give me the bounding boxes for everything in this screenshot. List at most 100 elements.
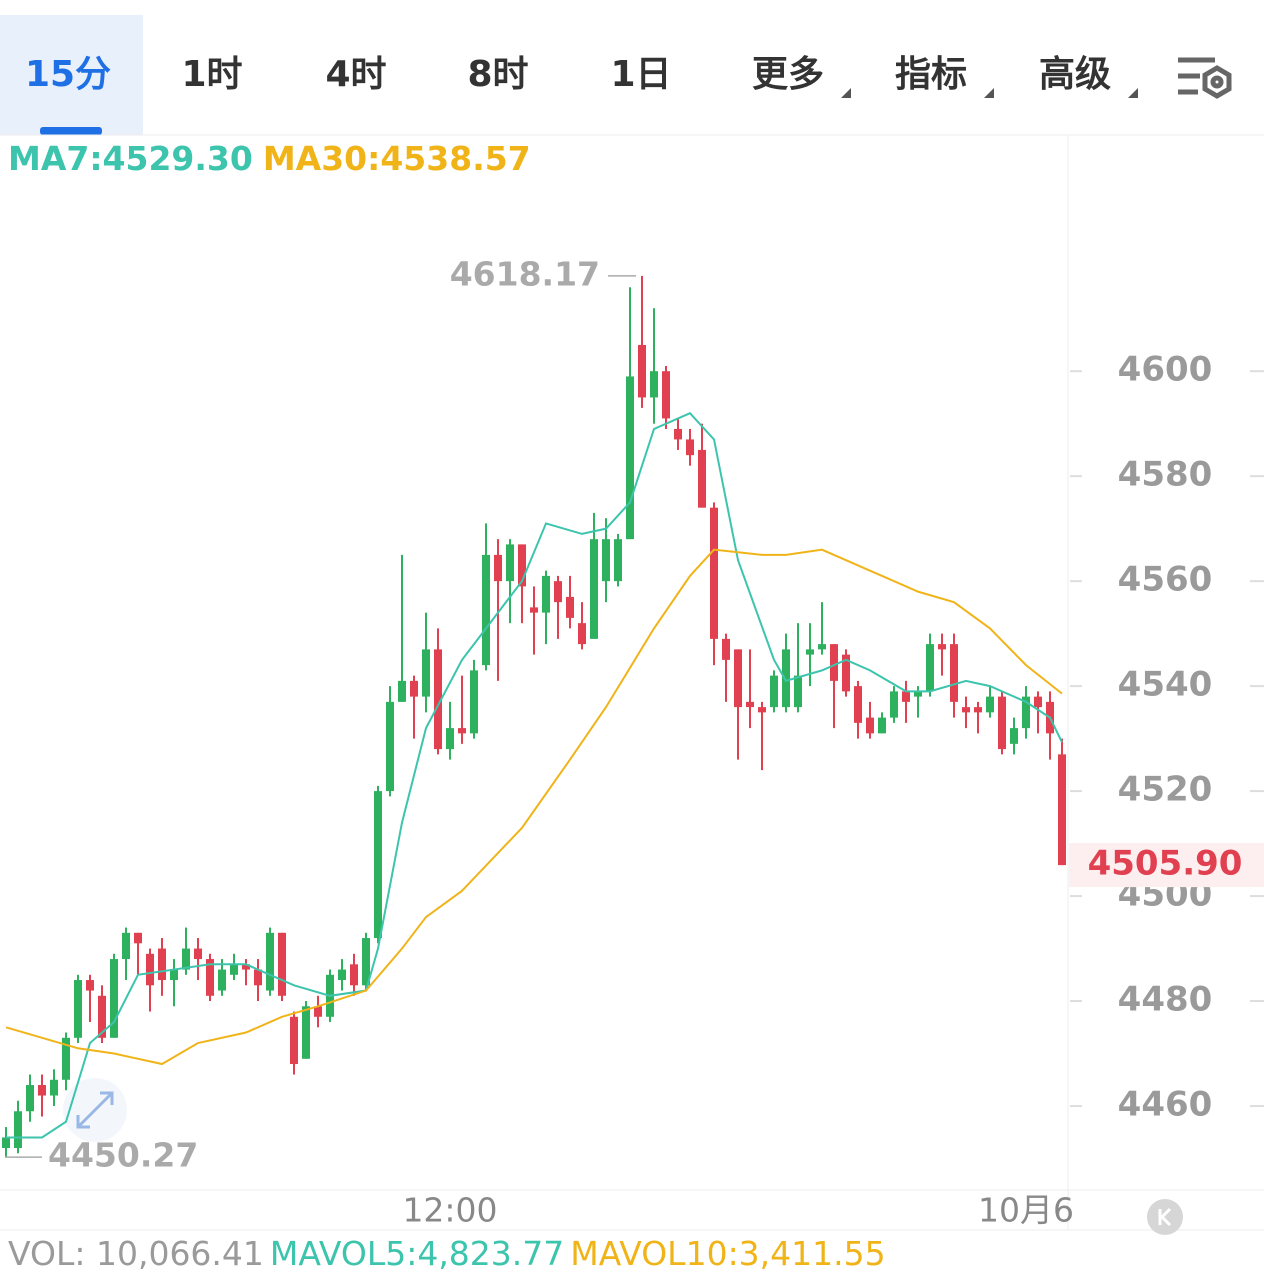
candle-body bbox=[1022, 696, 1030, 729]
candle-body bbox=[602, 539, 610, 582]
candle-body bbox=[506, 544, 514, 582]
mavol10: MAVOL10:3,411.55 bbox=[570, 1234, 885, 1273]
candle-body bbox=[806, 649, 814, 655]
mavol5: MAVOL5:4,823.77 bbox=[270, 1234, 564, 1273]
candle-body bbox=[914, 691, 922, 697]
tab[interactable]: 1日 bbox=[610, 54, 671, 95]
dropdown-caret bbox=[984, 88, 994, 98]
candle-body bbox=[626, 376, 634, 540]
candle-body bbox=[554, 581, 562, 603]
candle-body bbox=[1010, 728, 1018, 744]
x-tick-label: 12:00 bbox=[402, 1191, 497, 1230]
back-button[interactable] bbox=[1147, 1199, 1183, 1235]
candle-body bbox=[890, 691, 898, 718]
candle-body bbox=[578, 623, 586, 645]
candle-body bbox=[1058, 754, 1066, 866]
tab[interactable]: 1时 bbox=[181, 54, 242, 95]
candle-body bbox=[206, 959, 214, 996]
candle-body bbox=[962, 707, 970, 713]
tab[interactable]: 4时 bbox=[325, 54, 386, 95]
candle-body bbox=[110, 959, 118, 1038]
x-tick-label: 10月6 bbox=[978, 1191, 1074, 1230]
candle-body bbox=[350, 964, 358, 986]
candle-body bbox=[998, 696, 1006, 750]
candle-body bbox=[122, 932, 130, 960]
candle-body bbox=[494, 554, 502, 582]
last-price-label: 4505.90 bbox=[1088, 844, 1243, 884]
ma-line bbox=[6, 411, 1063, 1139]
candle-body bbox=[14, 1111, 22, 1149]
candle-body bbox=[26, 1085, 34, 1112]
candle-body bbox=[278, 932, 286, 996]
candle-body bbox=[566, 596, 574, 618]
candle-body bbox=[614, 539, 622, 582]
candle-body bbox=[338, 969, 346, 981]
candle-body bbox=[758, 707, 766, 713]
candle-body bbox=[986, 696, 994, 713]
dropdown-caret bbox=[841, 88, 851, 98]
tab[interactable]: 8时 bbox=[467, 54, 528, 95]
ma-legend: MA7:4529.30 MA30:4538.57 bbox=[8, 139, 531, 178]
candle-body bbox=[674, 428, 682, 440]
active-tab-bg bbox=[0, 15, 143, 135]
y-tick-label: 4580 bbox=[1118, 455, 1213, 495]
candle-body bbox=[842, 654, 850, 692]
tab[interactable]: 更多 bbox=[752, 54, 824, 95]
ma-line bbox=[5, 548, 1063, 1066]
candle-body bbox=[734, 649, 742, 708]
last-price-box bbox=[1069, 843, 1264, 888]
candle-body bbox=[50, 1079, 58, 1096]
candle-body bbox=[2, 1137, 10, 1149]
candle-body bbox=[974, 707, 982, 713]
candle-body bbox=[458, 728, 466, 734]
tab[interactable]: 高级 bbox=[1039, 54, 1111, 95]
candle-body bbox=[1034, 696, 1042, 708]
candle-body bbox=[770, 675, 778, 708]
candle-body bbox=[470, 670, 478, 734]
candle-body bbox=[530, 607, 538, 613]
y-tick-label: 4540 bbox=[1118, 665, 1213, 705]
candle-body bbox=[302, 1006, 310, 1059]
candle-body bbox=[98, 995, 106, 1038]
candle-body bbox=[266, 932, 274, 991]
candle-body bbox=[242, 964, 250, 970]
candle-body bbox=[926, 644, 934, 692]
tab[interactable]: 15分 bbox=[25, 54, 111, 95]
min-label: 4450.27 bbox=[48, 1136, 198, 1175]
candle-body bbox=[446, 728, 454, 750]
y-tick-label: 4560 bbox=[1118, 560, 1213, 600]
expand-button[interactable] bbox=[63, 1078, 127, 1142]
max-label: 4618.17 bbox=[450, 254, 600, 293]
candle-body bbox=[146, 953, 154, 986]
candle-body bbox=[38, 1085, 46, 1096]
candle-body bbox=[722, 638, 730, 660]
candle-body bbox=[74, 980, 82, 1038]
candle-body bbox=[698, 449, 706, 508]
candle-body bbox=[86, 980, 94, 991]
candle-body bbox=[746, 701, 754, 708]
candle-body bbox=[218, 969, 226, 991]
candle-body bbox=[902, 691, 910, 702]
candle-body bbox=[62, 1037, 70, 1080]
candle-body bbox=[938, 644, 946, 650]
candle-body bbox=[650, 371, 658, 398]
candle-body bbox=[878, 717, 886, 734]
candle-body bbox=[410, 680, 418, 697]
candle-body bbox=[254, 969, 262, 986]
candle-body bbox=[950, 644, 958, 702]
candle-body bbox=[230, 964, 238, 975]
candle-body bbox=[638, 344, 646, 398]
y-tick-label: 4460 bbox=[1118, 1085, 1213, 1125]
tab[interactable]: 指标 bbox=[895, 54, 967, 95]
active-tab-indicator bbox=[40, 127, 102, 135]
y-tick-label: 4600 bbox=[1118, 350, 1213, 390]
ma30-legend: MA30:4538.57 bbox=[263, 139, 531, 178]
candle-body bbox=[158, 948, 166, 981]
settings-icon[interactable] bbox=[1178, 57, 1232, 99]
candle-body bbox=[854, 686, 862, 723]
candle-body bbox=[182, 948, 190, 970]
candle-body bbox=[782, 649, 790, 708]
candle-body bbox=[590, 539, 598, 639]
candle-body bbox=[422, 649, 430, 697]
